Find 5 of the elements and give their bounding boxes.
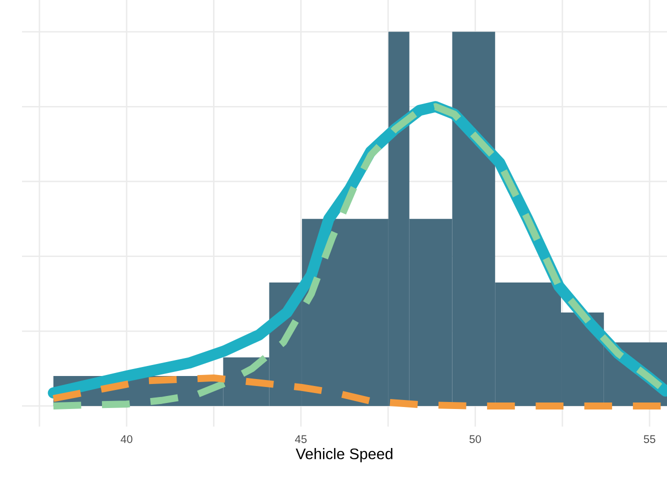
x-tick-label: 40 (120, 435, 132, 444)
x-tick-label: 45 (295, 435, 307, 444)
x-tick-label: 55 (644, 435, 656, 444)
x-axis-title: Vehicle Speed (296, 448, 392, 462)
x-tick-label: 50 (470, 435, 481, 444)
